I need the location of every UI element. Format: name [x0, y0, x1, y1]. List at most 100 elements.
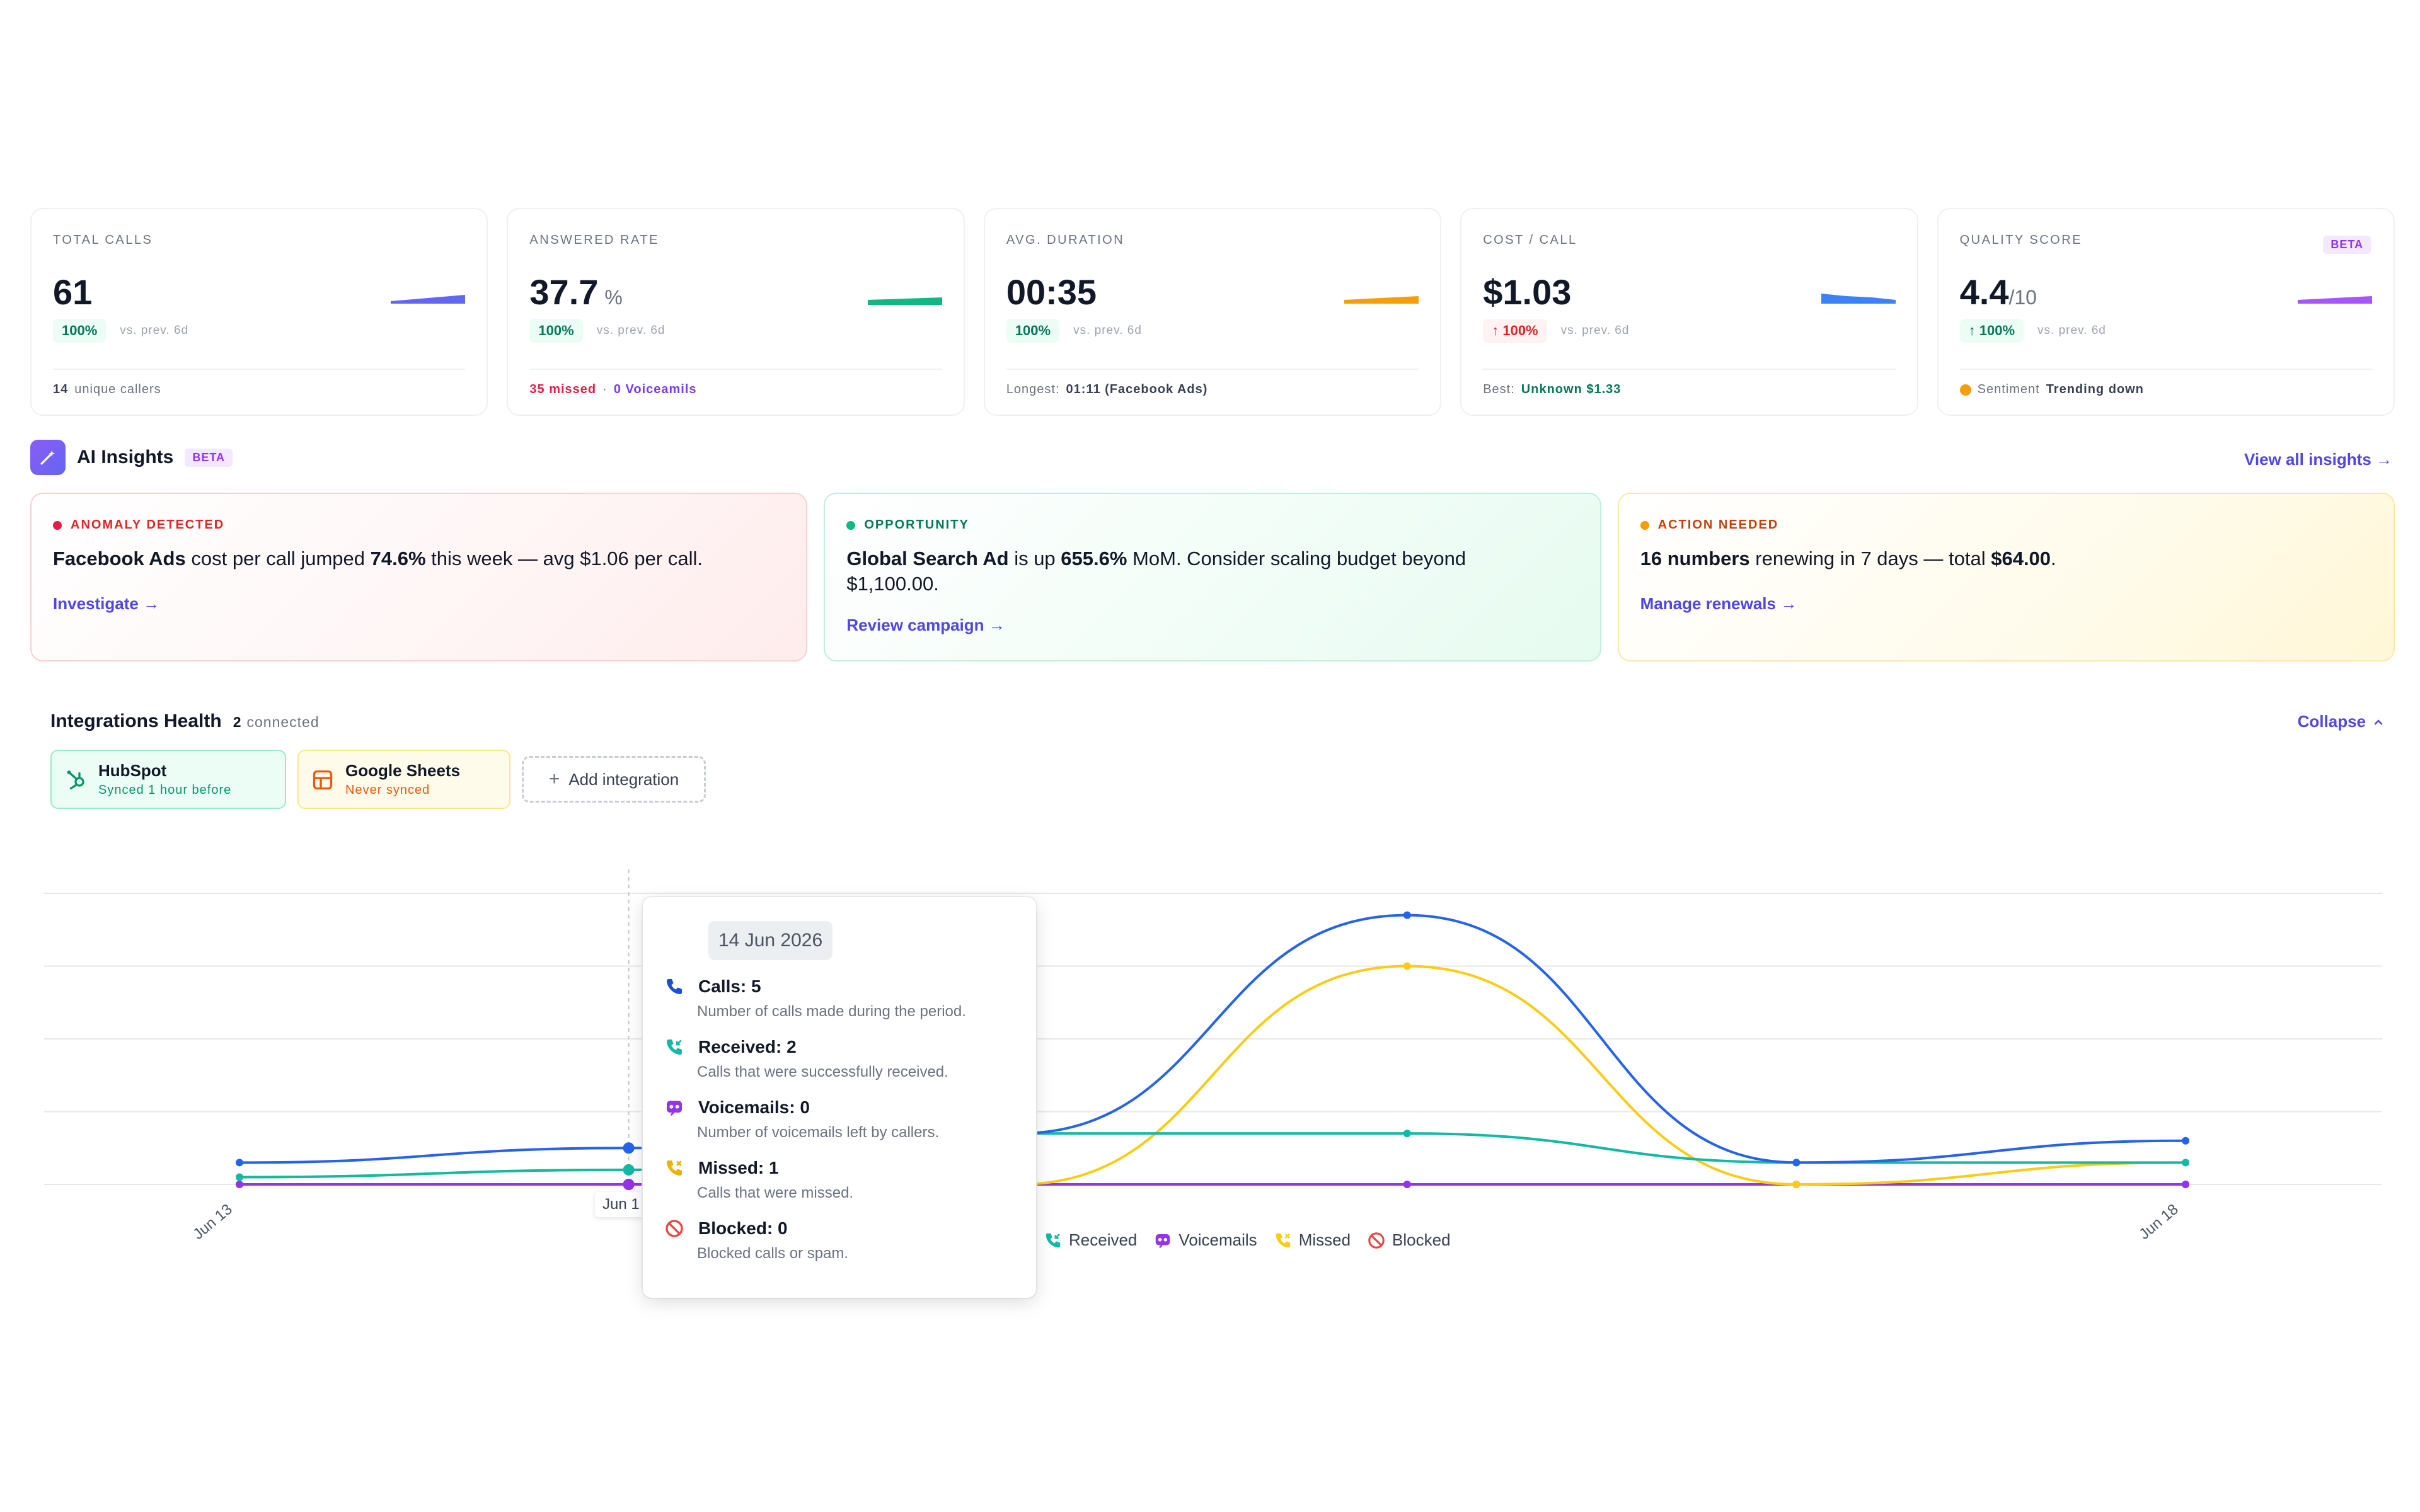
integrations-header: Integrations Health 2 connected: [50, 711, 320, 732]
beta-badge: BETA: [2323, 236, 2371, 254]
delta-badge: 100%: [1006, 319, 1060, 343]
insight-text-part: .: [2051, 547, 2056, 570]
calls-line-chart[interactable]: Jun 13 Jun 18: [0, 869, 2420, 1310]
kpi-value-number: 00:35: [1006, 272, 1097, 312]
data-point-missed: [1403, 962, 1411, 970]
integrations-list: HubSpot Synced 1 hour before Google Shee…: [50, 750, 706, 809]
kpi-label: ANSWERED RATE: [529, 233, 659, 247]
best-source: Unknown $1.33: [1521, 382, 1622, 396]
insights-row: ANOMALY DETECTED Facebook Ads cost per c…: [30, 493, 2395, 662]
tooltip-row-header: Calls: 5: [664, 976, 1015, 997]
sparkline: [2298, 296, 2373, 304]
insight-strong: 655.6%: [1061, 547, 1127, 570]
collapse-label: Collapse: [2297, 712, 2366, 731]
footer-text: Longest:: [1006, 382, 1060, 396]
tooltip-row-title: Received: 2: [698, 1037, 797, 1057]
collapse-button[interactable]: Collapse: [2298, 712, 2385, 731]
arrow-up-icon: ↑: [1492, 323, 1499, 338]
kpi-card-answered-rate[interactable]: ANSWERED RATE 37.7% 100% vs. prev. 6d 35…: [507, 208, 965, 416]
comparison-text: vs. prev. 6d: [120, 324, 189, 337]
tooltip-row-received: Received: 2 Calls that were successfully…: [664, 1037, 1015, 1081]
sentiment-emoji-icon: [1959, 384, 1971, 396]
insight-card-opportunity: OPPORTUNITY Global Search Ad is up 655.6…: [824, 493, 1601, 662]
kpi-delta-row: 100% vs. prev. 6d: [529, 319, 942, 343]
comparison-text: vs. prev. 6d: [1560, 324, 1630, 337]
integration-hubspot[interactable]: HubSpot Synced 1 hour before: [50, 750, 286, 809]
data-point-voicemails: [623, 1179, 635, 1190]
phone-icon: [667, 979, 682, 994]
hubspot-icon: [67, 770, 84, 790]
legend-item-received[interactable]: Received: [1044, 1230, 1137, 1250]
delta-badge: ↑ 100%: [1959, 319, 2024, 343]
data-point-voicemails: [236, 1181, 243, 1188]
kpi-label: AVG. DURATION: [1006, 233, 1125, 247]
kpi-unit: /10: [2008, 286, 2037, 309]
insight-text: Global Search Ad is up 655.6% MoM. Consi…: [846, 546, 1514, 597]
phone-missed-icon: [1276, 1233, 1290, 1247]
manage-renewals-link[interactable]: Manage renewals →: [1640, 594, 1797, 613]
footer-text: Sentiment: [1977, 382, 2040, 396]
review-campaign-link[interactable]: Review campaign →: [846, 616, 1005, 634]
data-point-received: [623, 1164, 635, 1176]
data-point-voicemails: [2182, 1181, 2189, 1188]
data-point-received: [236, 1173, 243, 1181]
legend-item-missed[interactable]: Missed: [1274, 1230, 1351, 1250]
kpi-row: TOTAL CALLS 61 100% vs. prev. 6d 14 uniq…: [30, 208, 2395, 416]
kpi-value-number: 4.4: [1959, 272, 2009, 312]
comparison-text: vs. prev. 6d: [1073, 324, 1142, 337]
ai-insights-title: AI Insights: [77, 447, 174, 467]
integration-status: Never synced: [345, 783, 430, 797]
sparkline: [1821, 294, 1896, 304]
tooltip-row-desc: Number of calls made during the period.: [697, 1003, 966, 1020]
insight-text-part: is up: [1008, 547, 1061, 570]
chevron-up-icon: [2374, 719, 2383, 724]
integrations-count: 2 connected: [233, 714, 320, 731]
tooltip-row-title: Blocked: 0: [698, 1218, 788, 1238]
insight-card-anomaly: ANOMALY DETECTED Facebook Ads cost per c…: [30, 493, 808, 662]
tooltip-row-voicemails: Voicemails: 0 Number of voicemails left …: [664, 1097, 1015, 1142]
data-point-received: [1403, 1130, 1411, 1138]
kpi-card-quality-score[interactable]: QUALITY SCORE BETA 4.4/10 ↑ 100% vs. pre…: [1937, 208, 2395, 416]
hover-axis-label: Jun 1: [595, 1192, 647, 1217]
sparkline: [1344, 296, 1419, 304]
kpi-delta-row: 100% vs. prev. 6d: [53, 319, 465, 343]
sheets-icon: [313, 770, 333, 790]
legend-item-voicemails[interactable]: Voicemails: [1153, 1230, 1257, 1250]
insight-text-part: cost per call jumped: [185, 547, 371, 570]
legend-label: Blocked: [1392, 1230, 1451, 1249]
view-all-insights-link[interactable]: View all insights →: [2244, 450, 2392, 469]
data-point-calls: [1403, 911, 1411, 919]
plus-icon: +: [548, 769, 560, 789]
integration-google-sheets[interactable]: Google Sheets Never synced: [297, 750, 510, 809]
delta-badge: 100%: [529, 319, 583, 343]
voicemail-icon: [667, 1101, 682, 1116]
series-line-missed: [239, 965, 2186, 1186]
series-line-calls: [239, 914, 2186, 1164]
sentiment-trend: Trending down: [2046, 382, 2144, 396]
chart-tooltip: 14 Jun 2026 Calls: 5 Number of calls mad…: [643, 897, 1036, 1298]
tooltip-row-missed: Missed: 1 Calls that were missed.: [664, 1158, 1015, 1202]
tooltip-row-header: Blocked: 0: [664, 1218, 1015, 1239]
kpi-value: 4.4/10: [1960, 272, 2372, 312]
chart-legend: Received Voicemails Missed Blocked: [1044, 1230, 1451, 1250]
kpi-card-cost-per-call[interactable]: COST / CALL $1.03 ↑ 100% vs. prev. 6d Be…: [1460, 208, 1918, 416]
kpi-unit: %: [604, 286, 623, 309]
kpi-value-number: $1.03: [1483, 272, 1572, 312]
insight-text-part: renewing in 7 days — total: [1749, 547, 1991, 570]
delta-badge: ↑ 100%: [1483, 319, 1547, 343]
kpi-footer: 35 missed · 0 Voiceamils: [529, 369, 942, 397]
legend-item-blocked[interactable]: Blocked: [1367, 1230, 1451, 1250]
voicemails-count: 0 Voiceamils: [613, 382, 697, 396]
investigate-link[interactable]: Investigate →: [53, 594, 160, 613]
kpi-footer: Best: Unknown $1.33: [1483, 369, 1896, 397]
tooltip-row-header: Voicemails: 0: [664, 1097, 1015, 1118]
tooltip-row-header: Missed: 1: [664, 1158, 1015, 1178]
insight-card-action: ACTION NEEDED 16 numbers renewing in 7 d…: [1617, 493, 2395, 662]
status-dot-icon: [53, 520, 62, 530]
kpi-card-avg-duration[interactable]: AVG. DURATION 00:35 100% vs. prev. 6d Lo…: [983, 208, 1442, 416]
add-integration-button[interactable]: + Add integration: [522, 756, 706, 803]
kpi-footer: Sentiment Trending down: [1959, 369, 2373, 397]
legend-label: Voicemails: [1178, 1230, 1257, 1249]
add-integration-label: Add integration: [568, 769, 679, 789]
kpi-card-total-calls[interactable]: TOTAL CALLS 61 100% vs. prev. 6d 14 uniq…: [30, 208, 488, 416]
